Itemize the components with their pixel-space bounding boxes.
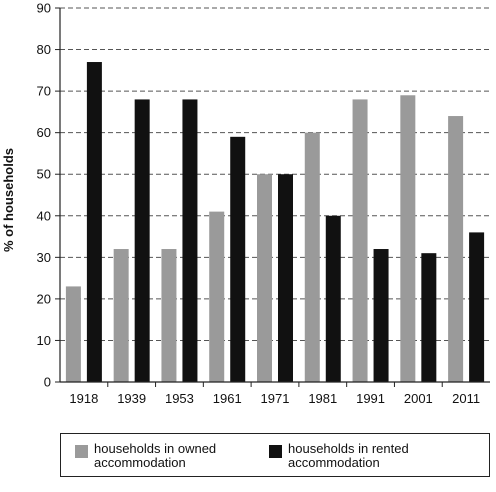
bar-rented-1953 [182,99,197,382]
bar-owned-1971 [257,174,272,382]
y-tick-label: 40 [37,208,51,223]
y-tick-label: 60 [37,125,51,140]
y-axis-label: % of households [1,148,16,252]
x-tick-label: 1918 [69,391,98,406]
x-tick-label: 1991 [356,391,385,406]
legend-item-owned: households in owned accommodation [75,442,244,470]
y-tick-label: 90 [37,1,51,16]
legend-label-owned: households in owned accommodation [94,442,244,470]
bar-rented-1991 [374,249,389,382]
bar-rented-1981 [326,216,341,382]
y-tick-label: 10 [37,333,51,348]
x-tick-label: 1961 [213,391,242,406]
bar-owned-1981 [305,133,320,382]
y-tick-label: 70 [37,84,51,99]
bar-rented-2011 [469,232,484,382]
bar-rented-1918 [87,62,102,382]
x-tick-label: 2011 [452,391,480,406]
x-tick-label: 1939 [117,391,146,406]
bar-owned-1918 [66,286,81,382]
bar-owned-1953 [161,249,176,382]
legend-label-rented: households in rented accommodation [288,442,438,470]
legend-swatch-owned [75,445,88,458]
x-tick-label: 1981 [308,391,337,406]
bar-rented-1939 [135,99,150,382]
y-tick-label: 0 [44,375,51,390]
y-tick-label: 20 [37,291,51,306]
legend: households in owned accommodation househ… [60,433,490,477]
bars [66,62,484,382]
y-tick-label: 80 [37,42,51,57]
bar-owned-1991 [353,99,368,382]
x-tick-label: 1953 [165,391,194,406]
x-tick-label: 1971 [261,391,290,406]
bar-rented-2001 [421,253,436,382]
bar-owned-2011 [448,116,463,382]
legend-item-rented: households in rented accommodation [269,442,438,470]
bar-owned-2001 [400,95,415,382]
bar-owned-1939 [114,249,129,382]
x-tick-label: 2001 [404,391,433,406]
y-tick-label: 30 [37,250,51,265]
bar-rented-1961 [230,137,245,382]
bar-rented-1971 [278,174,293,382]
legend-swatch-rented [269,445,282,458]
y-tick-label: 50 [37,167,51,182]
bar-owned-1961 [209,212,224,382]
